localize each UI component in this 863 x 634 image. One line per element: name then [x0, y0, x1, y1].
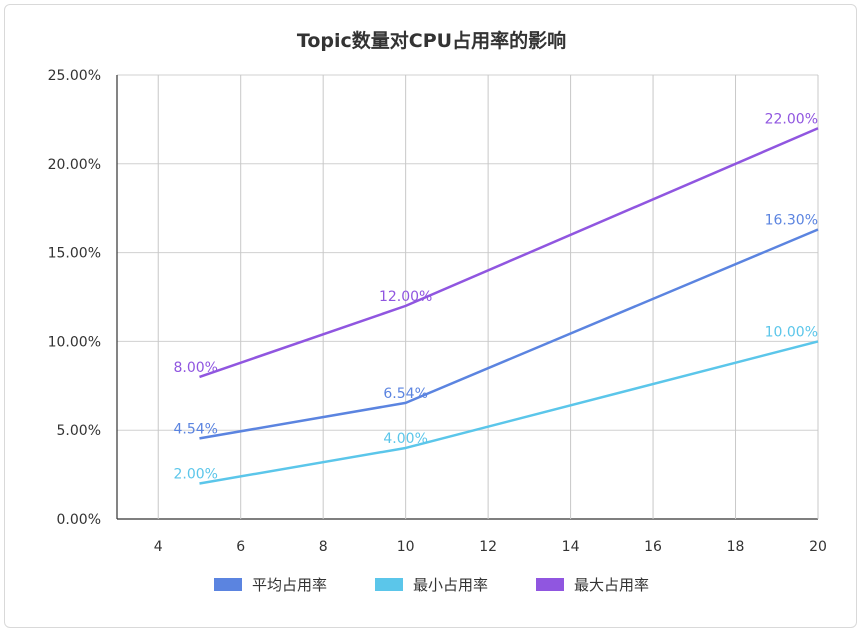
x-tick-label: 20: [809, 539, 827, 555]
legend-swatch-max: [536, 578, 564, 591]
y-tick-label: 5.00%: [57, 423, 101, 439]
x-tick-label: 10: [397, 539, 415, 555]
legend-swatch-min: [374, 578, 403, 591]
x-tick-label: 16: [644, 539, 662, 555]
data-label: 4.54%: [173, 421, 217, 437]
data-label: 10.00%: [765, 324, 818, 340]
x-tick-label: 12: [479, 539, 497, 555]
legend-label-min: 最小占用率: [412, 576, 488, 594]
x-tick-label: 6: [236, 539, 245, 555]
x-tick-label: 18: [727, 539, 745, 555]
legend-label-max: 最大占用率: [574, 576, 650, 594]
chart-title: Topic数量对CPU占用率的影响: [296, 30, 567, 52]
x-tick-label: 4: [154, 539, 163, 555]
y-tick-label: 15.00%: [48, 246, 101, 262]
y-tick-label: 20.00%: [48, 157, 101, 173]
data-label: 12.00%: [379, 289, 432, 305]
data-label: 8.00%: [173, 360, 217, 376]
legend-label-avg: 平均占用率: [251, 576, 327, 594]
data-label: 4.00%: [383, 431, 427, 447]
series-line-0: [199, 228, 819, 440]
legend-item-max[interactable]: 最大占用率: [536, 574, 649, 595]
legend: 平均占用率 最小占用率 最大占用率: [0, 574, 863, 595]
data-label: 6.54%: [383, 386, 427, 402]
y-tick-label: 25.00%: [48, 68, 101, 84]
data-label: 22.00%: [765, 111, 818, 127]
series-line-1: [199, 340, 819, 485]
data-label: 2.00%: [173, 466, 217, 482]
legend-item-avg[interactable]: 平均占用率: [213, 574, 327, 595]
y-tick-label: 10.00%: [48, 334, 101, 350]
legend-swatch-avg: [213, 578, 242, 591]
x-tick-label: 14: [562, 539, 580, 555]
y-tick-label: 0.00%: [57, 512, 101, 528]
x-tick-label: 8: [319, 539, 328, 555]
series-line-2: [199, 127, 819, 379]
legend-item-min[interactable]: 最小占用率: [374, 574, 488, 595]
data-label: 16.30%: [765, 213, 818, 229]
chart-card: [4, 4, 857, 628]
